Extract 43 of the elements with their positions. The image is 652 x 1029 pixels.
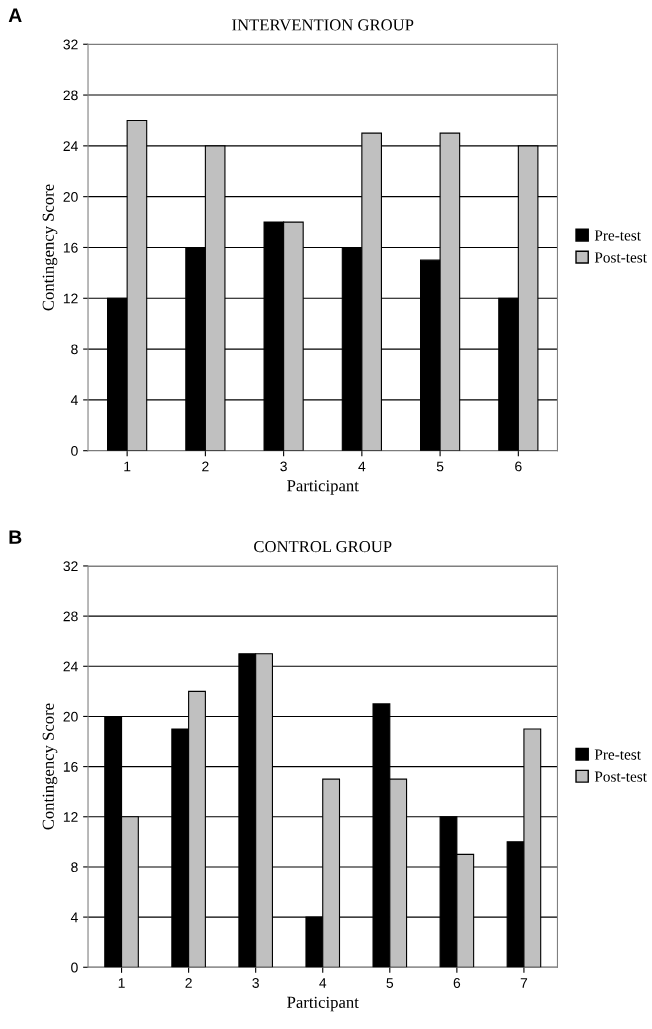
y-tick-label: 0 — [71, 446, 78, 456]
x-tick-label: 2 — [202, 461, 209, 472]
x-tick-label: 7 — [520, 978, 528, 988]
y-tick-label: 24 — [63, 141, 78, 151]
x-tick-label: 3 — [280, 461, 287, 472]
y-tick-label: 4 — [70, 395, 78, 405]
x-tick-label: 2 — [185, 978, 192, 988]
x-tick-label: 5 — [386, 978, 394, 988]
y-tick-label: 12 — [63, 293, 78, 304]
y-axis-title: Contingency Score — [42, 703, 58, 830]
y-tick-label: 24 — [63, 661, 78, 672]
y-tick-label: 28 — [63, 90, 78, 101]
x-tick-label: 5 — [436, 461, 444, 472]
text: B — [9, 530, 22, 544]
chart-title: INTERVENTION GROUP — [232, 19, 414, 31]
y-tick-label: 20 — [63, 711, 78, 722]
y-tick-label: 0 — [71, 962, 78, 973]
y-tick-label: 20 — [63, 192, 78, 202]
legend-label: Pre-test — [594, 230, 641, 241]
x-tick-label: 3 — [252, 978, 259, 988]
chart-title: CONTROL GROUP — [254, 541, 392, 553]
y-tick-label: 32 — [63, 39, 78, 50]
y-axis-title: Contingency Score — [42, 184, 58, 311]
x-axis-title: Participant — [287, 996, 359, 1012]
x-tick-label: 1 — [118, 978, 125, 988]
legend-label: Post-test — [594, 771, 647, 782]
y-tick-label: 4 — [70, 912, 78, 923]
x-tick-label: 1 — [124, 461, 131, 472]
y-tick-label: 16 — [63, 761, 78, 772]
legend-label: Pre-test — [594, 749, 641, 760]
y-tick-label: 8 — [71, 344, 78, 355]
y-tick-label: 28 — [63, 611, 78, 622]
x-tick-label: 6 — [453, 978, 461, 988]
legend-label: Post-test — [594, 252, 647, 263]
x-tick-label: 4 — [319, 978, 327, 988]
x-axis-title: Participant — [287, 480, 359, 495]
x-tick-label: 4 — [358, 461, 366, 472]
y-tick-label: 12 — [63, 812, 78, 822]
y-tick-label: 16 — [63, 242, 78, 253]
x-tick-label: 6 — [515, 461, 522, 472]
y-tick-label: 8 — [71, 862, 78, 873]
y-tick-label: 32 — [63, 561, 78, 572]
text: A — [8, 8, 22, 22]
